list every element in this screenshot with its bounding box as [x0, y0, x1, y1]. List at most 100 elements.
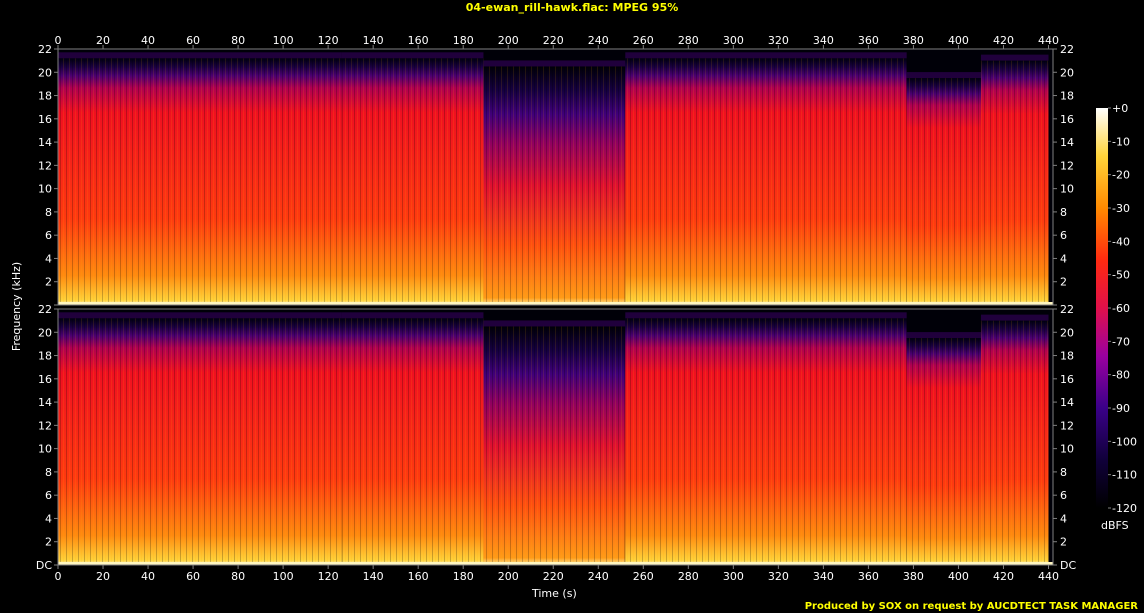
y-tick-label: 8	[1060, 206, 1067, 219]
transient-texture	[980, 60, 1049, 305]
y-tick-label: 2	[1060, 276, 1067, 289]
cutoff-edge	[625, 52, 907, 59]
cutoff-edge	[483, 320, 626, 327]
cutoff-edge	[625, 312, 907, 319]
x-tick-label: 100	[273, 570, 294, 583]
y-tick-label: 4	[45, 252, 52, 265]
y-tick-label: 14	[1060, 136, 1074, 149]
transient-texture	[58, 318, 342, 565]
colorbar-tick-label: -110	[1112, 469, 1137, 482]
y-tick-label: DC	[36, 559, 52, 572]
x-tick-label: 420	[993, 570, 1014, 583]
x-tick-label: 140	[363, 34, 384, 47]
dc-band	[58, 302, 1053, 305]
x-tick-label: 60	[186, 34, 200, 47]
x-tick-label: 180	[453, 34, 474, 47]
cutoff-edge	[58, 52, 342, 59]
x-tick-label: 400	[948, 34, 969, 47]
cutoff-edge	[341, 312, 484, 319]
y-tick-label: 4	[1060, 512, 1067, 525]
x-tick-label: 0	[55, 34, 62, 47]
transient-texture	[341, 58, 484, 306]
y-tick-label: 20	[1060, 326, 1074, 339]
y-tick-label: 20	[1060, 66, 1074, 79]
x-tick-label: 240	[588, 570, 609, 583]
x-tick-label: 360	[858, 570, 879, 583]
x-tick-label: 260	[633, 570, 654, 583]
x-tick-label: 100	[273, 34, 294, 47]
y-axis-label: Frequency (kHz)	[10, 261, 24, 352]
y-tick-label: 2	[1060, 536, 1067, 549]
cutoff-edge	[483, 60, 626, 67]
x-tick-label: 140	[363, 570, 384, 583]
transient-texture	[625, 58, 907, 306]
x-tick-label: 180	[453, 570, 474, 583]
y-tick-label: 20	[38, 66, 52, 79]
x-tick-label: 120	[318, 570, 339, 583]
x-tick-label: 40	[141, 570, 155, 583]
x-axis-label: Time (s)	[532, 587, 577, 600]
x-tick-label: 300	[723, 34, 744, 47]
y-tick-label: 2	[45, 536, 52, 549]
y-tick-label: 6	[1060, 489, 1067, 502]
y-tick-label: 18	[38, 350, 52, 363]
colorbar-label: dBFS	[1101, 519, 1129, 532]
channel-panel-left	[58, 49, 1053, 306]
y-tick-label: 4	[1060, 252, 1067, 265]
x-tick-label: 320	[768, 570, 789, 583]
x-tick-label: 80	[231, 570, 245, 583]
y-tick-label: 22	[1060, 303, 1074, 316]
x-tick-label: 420	[993, 34, 1014, 47]
chart-title: 04-ewan_rill-hawk.flac: MPEG 95%	[465, 1, 679, 14]
y-tick-label: 8	[1060, 466, 1067, 479]
y-tick-label: 18	[1060, 90, 1074, 103]
x-tick-label: 160	[408, 34, 429, 47]
transient-texture	[58, 58, 342, 306]
y-tick-label: DC	[1060, 559, 1076, 572]
cutoff-edge	[980, 314, 1049, 321]
x-tick-label: 440	[1038, 570, 1059, 583]
y-tick-label: 18	[1060, 350, 1074, 363]
footer-credit: Produced by SOX on request by AUCDTECT T…	[804, 601, 1138, 612]
x-tick-label: 160	[408, 570, 429, 583]
colorbar-tick-label: -60	[1112, 302, 1130, 315]
x-tick-label: 340	[813, 34, 834, 47]
x-tick-label: 80	[231, 34, 245, 47]
x-tick-label: 340	[813, 570, 834, 583]
x-tick-label: 200	[498, 570, 519, 583]
colorbar-tick-label: -50	[1112, 269, 1130, 282]
transient-texture	[625, 318, 907, 565]
x-tick-label: 300	[723, 570, 744, 583]
x-tick-label: 400	[948, 570, 969, 583]
transient-texture	[906, 78, 981, 305]
x-tick-label: 220	[543, 570, 564, 583]
y-tick-label: 22	[38, 303, 52, 316]
y-tick-label: 10	[1060, 183, 1074, 196]
cutoff-edge	[980, 54, 1049, 61]
transient-texture	[980, 320, 1049, 565]
x-tick-label: 220	[543, 34, 564, 47]
transient-texture	[341, 318, 484, 565]
colorbar-gradient	[1096, 108, 1108, 508]
y-tick-label: 16	[38, 373, 52, 386]
y-tick-label: 10	[38, 183, 52, 196]
x-tick-label: 0	[55, 570, 62, 583]
y-tick-label: 12	[38, 159, 52, 172]
cutoff-edge	[906, 72, 981, 79]
x-tick-label: 380	[903, 570, 924, 583]
y-tick-label: 6	[45, 489, 52, 502]
transient-texture	[906, 338, 981, 565]
y-tick-label: 10	[38, 443, 52, 456]
y-tick-label: 20	[38, 326, 52, 339]
y-tick-label: 18	[38, 90, 52, 103]
transient-texture	[483, 66, 626, 305]
panel-frame	[57, 48, 1054, 306]
y-tick-label: 8	[45, 466, 52, 479]
x-tick-label: 20	[96, 570, 110, 583]
y-tick-label: 6	[1060, 229, 1067, 242]
colorbar-tick-label: -90	[1112, 402, 1130, 415]
cutoff-edge	[58, 312, 342, 319]
colorbar-tick-label: -100	[1112, 435, 1137, 448]
y-tick-label: 10	[1060, 443, 1074, 456]
